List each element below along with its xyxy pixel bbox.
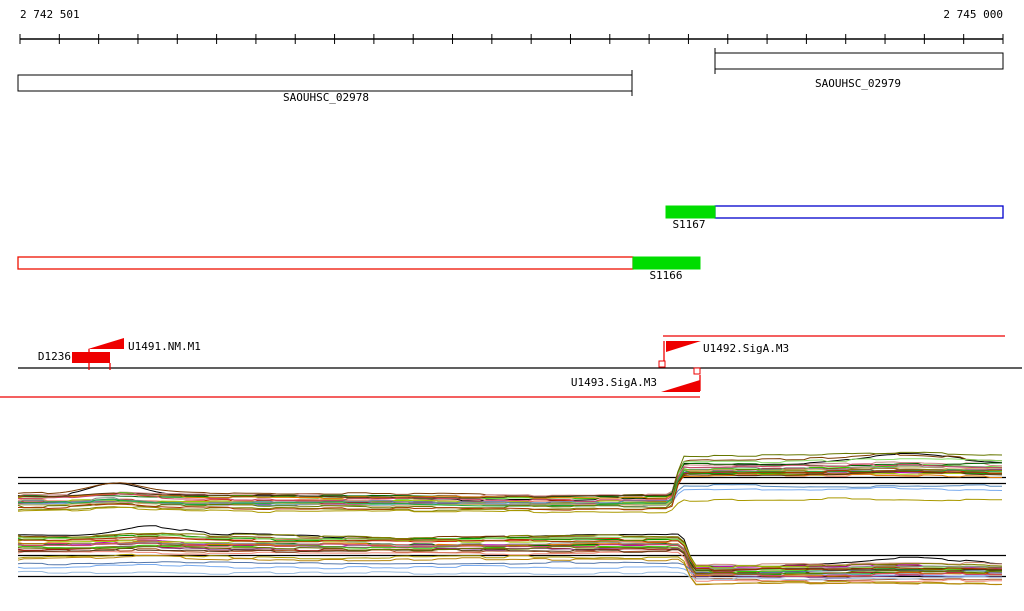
segment-label-s1166: S1166 [649, 269, 683, 282]
expression-curve [17, 545, 1002, 579]
expression-curve [17, 544, 1003, 575]
gene-label-saouhsc-02978: SAOUHSC_02978 [282, 91, 370, 104]
expression-curve [17, 564, 1002, 577]
segment-box-S1167[interactable] [714, 205, 1004, 219]
expression-curve [17, 554, 1002, 586]
motif-label-u1492: U1492.SigA.M3 [703, 342, 790, 355]
expression-curve [17, 532, 1003, 569]
segment-green-S1166[interactable] [632, 256, 701, 270]
expression-curve [18, 469, 1002, 511]
expression-curve [17, 542, 1002, 578]
expression-curve [17, 536, 1003, 571]
motif-label-u1493: U1493.SigA.M3 [570, 376, 657, 389]
segment-green-S1167[interactable] [665, 205, 716, 219]
expression-curve [17, 541, 1003, 570]
terminator-rect-d1236[interactable] [72, 352, 110, 363]
gene-label-saouhsc-02979: SAOUHSC_02979 [814, 77, 902, 90]
gene-box-SAOUHSC_02978[interactable] [17, 74, 633, 92]
expression-curve [17, 538, 1002, 570]
segment-label-s1167: S1167 [672, 218, 706, 231]
expression-curve [17, 453, 1003, 502]
expression-curve [17, 470, 1003, 499]
motif-label-u1491: U1491.NM.M1 [128, 340, 201, 353]
expression-curve [17, 461, 1003, 498]
expression-curve [17, 570, 1002, 581]
tss-flag-u1492[interactable] [666, 341, 701, 352]
tss-flag-u1491[interactable] [88, 338, 124, 349]
gene-box-SAOUHSC_02979[interactable] [714, 52, 1004, 70]
expression-curve [18, 463, 1002, 503]
tss-flag-u1493[interactable] [661, 380, 700, 392]
expression-curve [17, 497, 1002, 514]
expression-curve [17, 451, 1003, 509]
motif-label-d1236: D1236 [37, 350, 71, 363]
ruler-start-coordinate: 2 742 501 [20, 8, 80, 21]
expression-curve [17, 553, 1003, 586]
expression-curve [17, 548, 1002, 572]
segment-box-S1166[interactable] [17, 256, 634, 270]
flag-anchor-square-u1492[interactable] [658, 360, 666, 368]
flag-anchor-square-u1493[interactable] [693, 367, 701, 375]
ruler-end-coordinate: 2 745 000 [943, 8, 1003, 21]
